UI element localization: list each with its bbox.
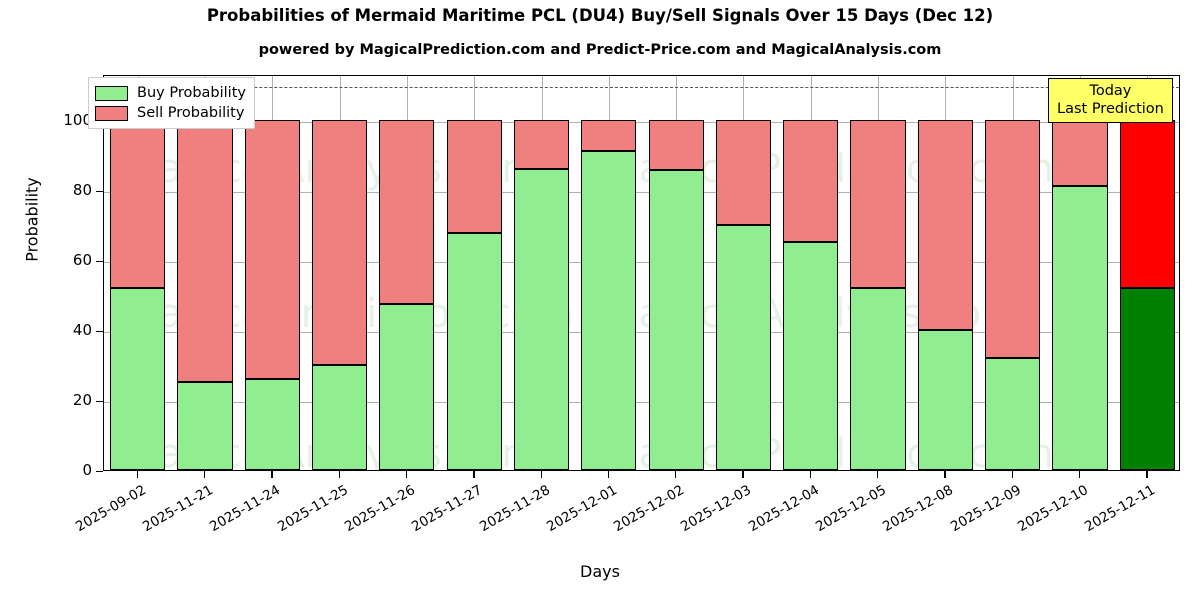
x-tick-mark bbox=[944, 471, 946, 478]
legend-swatch-sell bbox=[95, 105, 128, 121]
bar-segment-buy[interactable] bbox=[1052, 186, 1108, 470]
bar-group[interactable] bbox=[581, 76, 637, 470]
legend-label-buy: Buy Probability bbox=[137, 85, 246, 101]
bar-group[interactable] bbox=[715, 76, 772, 470]
y-tick-mark bbox=[96, 260, 103, 263]
bar-segment-sell[interactable] bbox=[244, 119, 300, 379]
x-tick-mark bbox=[607, 471, 610, 478]
x-axis-label: Days bbox=[580, 562, 620, 581]
bar-segment-buy[interactable] bbox=[1119, 287, 1175, 470]
bar-group[interactable] bbox=[513, 76, 570, 470]
x-tick-mark bbox=[1011, 471, 1014, 478]
y-tick-mark bbox=[96, 471, 103, 473]
bar-group[interactable] bbox=[110, 76, 166, 470]
plot-area: MagicalAnalysis.comMagicalPrediction.com… bbox=[103, 75, 1180, 471]
bar-segment-sell[interactable] bbox=[446, 119, 502, 234]
x-tick-mark bbox=[1146, 471, 1148, 478]
bar-segment-buy[interactable] bbox=[850, 287, 906, 470]
bar-segment-buy[interactable] bbox=[985, 357, 1041, 470]
bar-segment-sell[interactable] bbox=[110, 119, 166, 288]
bar-segment-sell[interactable] bbox=[379, 119, 435, 304]
bar-group[interactable] bbox=[1052, 76, 1108, 470]
y-axis-label: Probability bbox=[22, 177, 42, 262]
today-annotation: Today Last Prediction bbox=[1048, 78, 1173, 123]
today-line-1: Today bbox=[1089, 83, 1132, 99]
bar-group[interactable] bbox=[850, 76, 906, 470]
chart-legend: Buy Probability Sell Probability bbox=[88, 77, 255, 129]
y-tick-label: 100 bbox=[63, 110, 92, 129]
x-tick-mark bbox=[742, 471, 744, 478]
bar-group[interactable] bbox=[1119, 76, 1175, 470]
y-tick-mark bbox=[96, 330, 103, 333]
bar-segment-sell[interactable] bbox=[513, 119, 570, 169]
bar-segment-sell[interactable] bbox=[985, 119, 1041, 358]
x-tick-mark bbox=[136, 471, 138, 478]
bar-segment-buy[interactable] bbox=[177, 382, 233, 470]
x-tick-mark bbox=[203, 471, 206, 478]
legend-swatch-buy bbox=[95, 85, 128, 101]
grid-line-horizontal bbox=[104, 401, 1179, 403]
x-tick-mark bbox=[675, 471, 677, 478]
bar-group[interactable] bbox=[177, 76, 233, 470]
bar-segment-buy[interactable] bbox=[917, 329, 973, 470]
legend-item-buy: Buy Probability bbox=[95, 83, 246, 103]
bar-group[interactable] bbox=[783, 76, 839, 470]
x-tick-mark bbox=[338, 471, 340, 478]
legend-label-sell: Sell Probability bbox=[137, 105, 245, 121]
bar-segment-buy[interactable] bbox=[581, 151, 637, 470]
grid-line-horizontal bbox=[104, 121, 1179, 123]
bar-segment-buy[interactable] bbox=[648, 170, 704, 470]
y-tick-label: 60 bbox=[72, 250, 92, 269]
bar-segment-sell[interactable] bbox=[850, 119, 906, 288]
bar-group[interactable] bbox=[379, 76, 435, 470]
bar-group[interactable] bbox=[917, 76, 973, 470]
legend-item-sell: Sell Probability bbox=[95, 103, 246, 123]
x-tick-mark bbox=[1079, 471, 1081, 478]
bar-segment-sell[interactable] bbox=[1119, 119, 1175, 288]
x-tick-mark bbox=[809, 471, 812, 478]
grid-line-horizontal bbox=[104, 191, 1179, 193]
reference-line bbox=[104, 86, 1179, 88]
y-tick-label: 20 bbox=[72, 390, 92, 409]
bar-group[interactable] bbox=[648, 76, 704, 470]
x-tick-mark bbox=[405, 471, 408, 478]
y-tick-mark bbox=[96, 190, 103, 192]
bar-segment-sell[interactable] bbox=[715, 119, 772, 225]
bar-segment-sell[interactable] bbox=[177, 119, 233, 383]
y-tick-label: 0 bbox=[82, 461, 92, 479]
bar-segment-sell[interactable] bbox=[917, 119, 973, 330]
bar-segment-buy[interactable] bbox=[446, 233, 502, 470]
x-tick-mark bbox=[271, 471, 273, 478]
bar-group[interactable] bbox=[244, 76, 300, 470]
grid-line-horizontal bbox=[104, 331, 1179, 333]
bar-group[interactable] bbox=[985, 76, 1041, 470]
bar-segment-sell[interactable] bbox=[1052, 119, 1108, 187]
bar-segment-buy[interactable] bbox=[715, 224, 772, 470]
y-tick-label: 80 bbox=[72, 180, 92, 199]
bar-segment-buy[interactable] bbox=[513, 168, 570, 470]
today-line-2: Last Prediction bbox=[1057, 101, 1164, 117]
page-subtitle: powered by MagicalPrediction.com and Pre… bbox=[258, 42, 942, 58]
bar-segment-buy[interactable] bbox=[244, 378, 300, 470]
bar-group[interactable] bbox=[446, 76, 502, 470]
y-tick-mark bbox=[96, 400, 103, 403]
bar-segment-sell[interactable] bbox=[783, 119, 839, 243]
y-tick-label: 40 bbox=[72, 320, 92, 339]
x-tick-mark bbox=[877, 471, 879, 478]
bar-segment-buy[interactable] bbox=[110, 287, 166, 470]
x-tick-mark bbox=[540, 471, 542, 478]
page-title: Probabilities of Mermaid Maritime PCL (D… bbox=[206, 6, 994, 25]
bar-segment-buy[interactable] bbox=[379, 303, 435, 470]
bar-segment-buy[interactable] bbox=[783, 242, 839, 470]
grid-line-horizontal bbox=[104, 261, 1179, 263]
x-tick-mark bbox=[473, 471, 475, 478]
bar-segment-sell[interactable] bbox=[648, 119, 704, 171]
bar-group[interactable] bbox=[311, 76, 368, 470]
bar-segment-sell[interactable] bbox=[311, 119, 368, 365]
bar-segment-sell[interactable] bbox=[581, 119, 637, 152]
bar-segment-buy[interactable] bbox=[311, 364, 368, 470]
